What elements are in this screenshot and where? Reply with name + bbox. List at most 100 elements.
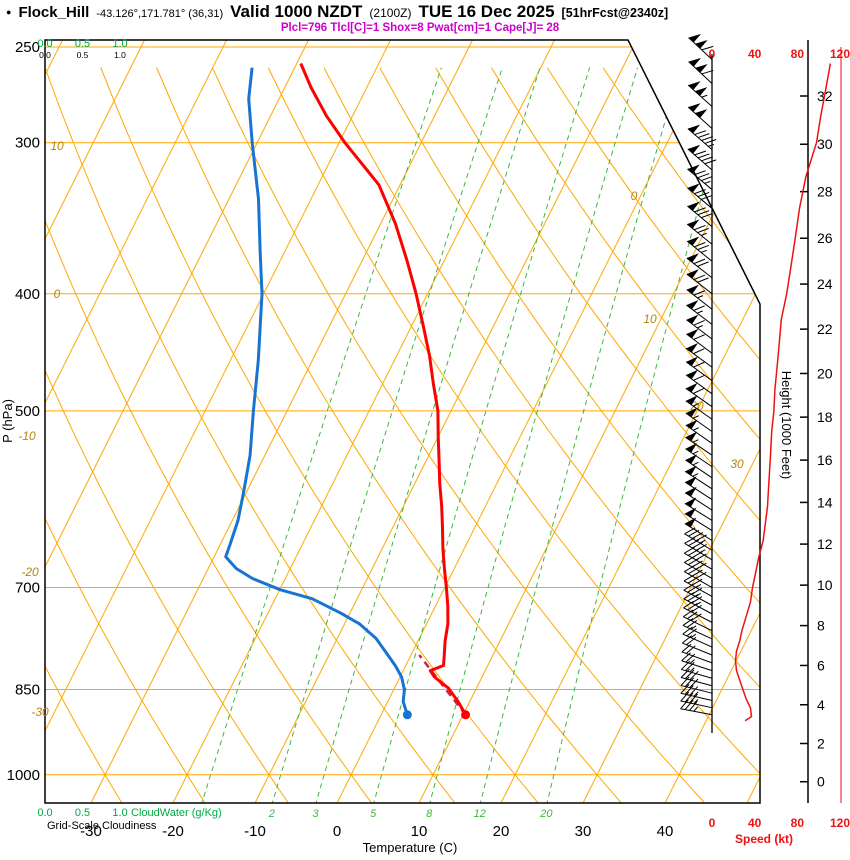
wind-barb <box>684 465 713 490</box>
wind-speed-profile <box>734 63 832 722</box>
isotherm-line <box>664 40 760 803</box>
wind-barb <box>684 486 713 511</box>
dewpoint-curve <box>224 67 409 716</box>
temperature-axis: -30 -20 -10 0 10 20 30 40 Temperature (C) <box>80 823 673 855</box>
svg-text:500: 500 <box>15 403 40 420</box>
wind-barb <box>682 618 713 640</box>
dry-adiabat-line <box>379 67 760 803</box>
isotherm-line <box>45 40 227 803</box>
svg-text:16: 16 <box>817 452 833 468</box>
svg-text:Grid-Scale Cloudiness: Grid-Scale Cloudiness <box>47 820 157 832</box>
dry-adiabat-line <box>602 67 760 803</box>
svg-text:850: 850 <box>15 681 40 698</box>
wind-barb <box>686 314 713 340</box>
wind-barb <box>687 103 713 129</box>
svg-text:30: 30 <box>730 457 744 471</box>
dry-adiabat-line <box>45 67 208 803</box>
isotherm-line <box>582 40 760 803</box>
wind-barb <box>684 476 713 500</box>
svg-text:0.5: 0.5 <box>75 38 90 50</box>
svg-text:20: 20 <box>817 365 833 381</box>
station-coords: -43.126°,171.781° (36,31) <box>96 8 224 20</box>
valid-time: Valid 1000 NZDT <box>230 2 363 21</box>
mixing-ratio-line <box>428 67 638 803</box>
isotherm-line <box>336 40 719 803</box>
svg-text:30: 30 <box>817 136 833 152</box>
mixing-ratio-line <box>372 67 591 803</box>
svg-text:40: 40 <box>657 823 674 840</box>
svg-text:8: 8 <box>426 808 433 820</box>
dry-adiabat-line <box>490 67 760 803</box>
wind-barb <box>684 497 713 521</box>
wind-barb <box>685 431 713 456</box>
temperature-curve <box>299 62 467 716</box>
isotherm-line <box>172 40 555 803</box>
svg-text:22: 22 <box>817 321 833 337</box>
svg-text:1.0: 1.0 <box>112 38 127 50</box>
svg-text:Speed (kt): Speed (kt) <box>735 832 793 846</box>
svg-text:CloudWater (g/Kg): CloudWater (g/Kg) <box>131 807 222 819</box>
wind-barb <box>685 419 713 444</box>
svg-text:Temperature (C): Temperature (C) <box>363 840 458 855</box>
svg-text:80: 80 <box>791 816 805 830</box>
wind-barb <box>687 81 713 107</box>
svg-text:-30: -30 <box>80 823 102 840</box>
svg-text:6: 6 <box>817 657 825 673</box>
svg-text:0.0: 0.0 <box>37 38 52 50</box>
svg-text:24: 24 <box>817 276 833 292</box>
dry-adiabat-line <box>323 67 760 803</box>
svg-text:40: 40 <box>748 47 762 61</box>
svg-text:-30: -30 <box>31 705 49 719</box>
svg-text:10: 10 <box>817 577 833 593</box>
surface-dewpoint-dot <box>402 710 412 720</box>
wind-barb <box>686 328 713 354</box>
wind-barb <box>686 253 713 279</box>
wind-barb <box>685 454 713 479</box>
svg-text:Height (1000 Feet): Height (1000 Feet) <box>779 371 794 479</box>
wind-barb <box>685 407 713 432</box>
svg-text:10: 10 <box>411 823 428 840</box>
svg-text:8: 8 <box>817 618 825 634</box>
wind-barb <box>680 660 713 679</box>
pressure-axis: 250 300 400 500 700 850 1000 P (hPa) <box>0 39 40 784</box>
wind-barb <box>686 236 713 262</box>
svg-text:4: 4 <box>817 697 825 713</box>
dry-adiabat-line <box>45 67 124 803</box>
mixing-ratio-line <box>314 67 541 803</box>
svg-text:40: 40 <box>748 816 762 830</box>
svg-text:700: 700 <box>15 580 40 597</box>
wind-barb <box>684 546 713 570</box>
wind-barb <box>685 369 713 395</box>
svg-text:18: 18 <box>817 409 833 425</box>
svg-text:28: 28 <box>817 184 833 200</box>
svg-text:30: 30 <box>575 823 592 840</box>
wind-barb <box>680 691 713 709</box>
plot-border <box>44 39 761 804</box>
svg-text:300: 300 <box>15 135 40 152</box>
wind-barb <box>684 517 713 541</box>
svg-text:0: 0 <box>709 816 716 830</box>
svg-text:P (hPa): P (hPa) <box>0 399 15 443</box>
sounding-parameters: Plcl=796 Tlcl[C]=1 Shox=8 Pwat[cm]=1 Cap… <box>280 22 560 34</box>
svg-text:0: 0 <box>631 189 638 203</box>
speed-axis: 0 0 40 40 80 80 120 120 Speed (kt) <box>709 47 850 846</box>
svg-text:0.5: 0.5 <box>75 807 90 819</box>
wind-barb <box>680 668 713 687</box>
svg-text:0.0: 0.0 <box>39 50 51 60</box>
svg-text:-10: -10 <box>244 823 266 840</box>
svg-text:400: 400 <box>15 286 40 303</box>
wind-barb <box>685 443 713 468</box>
svg-text:2: 2 <box>268 808 275 820</box>
dry-adiabat-line <box>435 67 760 803</box>
wind-barbs <box>680 33 717 733</box>
svg-text:0: 0 <box>54 287 61 301</box>
svg-text:1000: 1000 <box>7 767 40 784</box>
station-name: Flock_Hill <box>18 4 90 21</box>
wind-barb <box>680 699 713 716</box>
station-bullet-icon: ● <box>6 7 12 17</box>
wind-barb <box>687 183 713 209</box>
